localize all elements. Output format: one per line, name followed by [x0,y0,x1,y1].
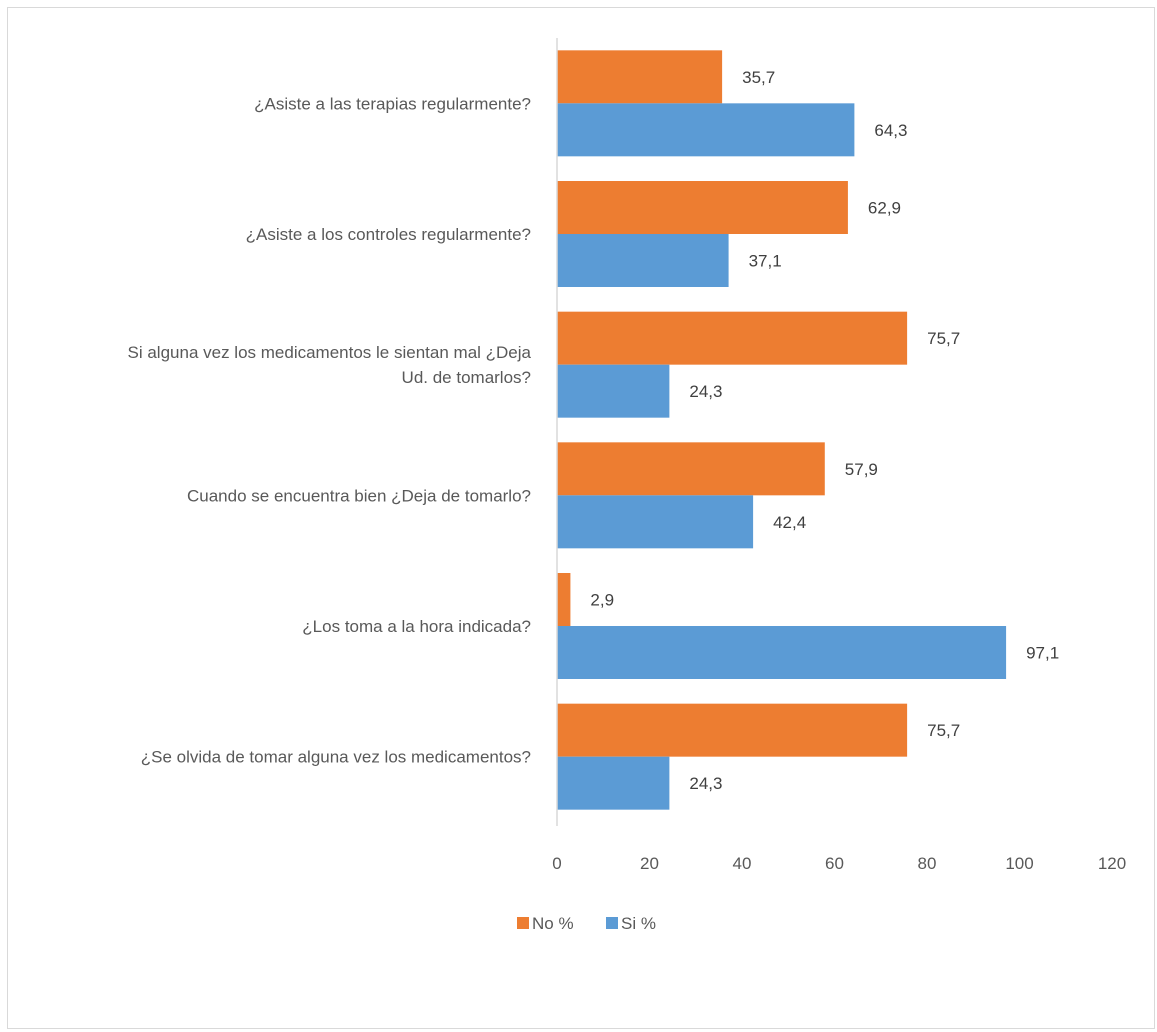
bar-si-1 [557,234,729,287]
axis-layer: 0 20 40 60 80 100 120 [552,38,1126,873]
category-label-3: Cuando se encuentra bien ¿Deja de tomarl… [187,486,531,505]
bar-no-4 [557,573,571,626]
x-tick-label-4: 80 [918,854,937,873]
value-label-no-5: 75,7 [927,721,960,740]
category-label-1: ¿Asiste a los controles regularmente? [246,225,531,244]
bar-no-1 [557,181,848,234]
legend-label-si: Si % [621,914,656,933]
legend-label-no: No % [532,914,574,933]
bar-si-2 [557,364,670,418]
legend: No % Si % [517,914,656,933]
bar-no-0 [557,50,723,104]
category-label-4: ¿Los toma a la hora indicada? [302,617,531,636]
value-label-si-0: 64,3 [874,121,907,140]
legend-swatch-no [517,917,529,929]
bar-si-3 [557,495,754,549]
value-label-si-3: 42,4 [773,513,806,532]
bar-si-0 [557,103,855,157]
x-tick-label-1: 20 [640,854,659,873]
x-tick-label-2: 40 [733,854,752,873]
x-tick-label-0: 0 [552,854,561,873]
value-label-no-2: 75,7 [927,329,960,348]
value-label-si-4: 97,1 [1026,644,1059,663]
bar-no-5 [557,703,908,757]
x-tick-label-5: 100 [1005,854,1033,873]
category-label-5: ¿Se olvida de tomar alguna vez los medic… [141,748,531,767]
bars-layer [557,50,1007,810]
category-label-2: Si alguna vez los medicamentos le sienta… [128,343,532,387]
value-label-no-0: 35,7 [742,68,775,87]
bar-no-3 [557,442,825,496]
x-tick-label-3: 60 [825,854,844,873]
bar-no-2 [557,311,908,365]
value-label-no-1: 62,9 [868,199,901,218]
value-label-no-4: 2,9 [590,591,614,610]
labels-layer: 35,7 64,3 ¿Asiste a las terapias regularme… [128,68,1060,793]
x-tick-label-6: 120 [1098,854,1126,873]
value-label-si-2: 24,3 [689,382,722,401]
value-label-si-1: 37,1 [749,252,782,271]
value-label-no-3: 57,9 [845,460,878,479]
legend-swatch-si [606,917,618,929]
category-label-0: ¿Asiste a las terapias regularmente? [254,94,531,113]
bar-si-4 [557,626,1007,679]
value-label-si-5: 24,3 [689,774,722,793]
bar-si-5 [557,756,670,810]
